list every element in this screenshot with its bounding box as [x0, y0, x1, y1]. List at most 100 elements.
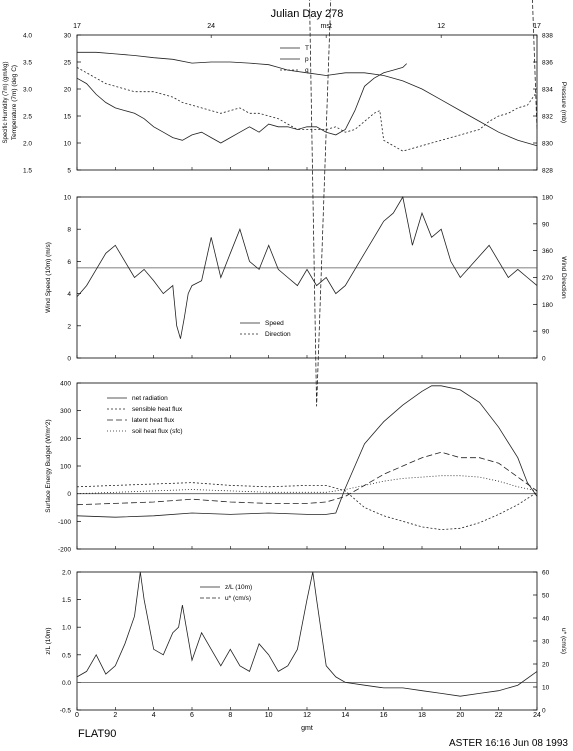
series-t: [76, 63, 407, 144]
legend-label: T: [305, 45, 309, 52]
gmt-axis-ticks: 0 2 4 6 8 10 12 14 16 18 20 22 24: [75, 712, 541, 719]
outer-tick-label: 4.0: [23, 33, 32, 40]
left-tick-label: 4: [67, 291, 71, 298]
legend-label: sensible heat flux: [132, 406, 183, 413]
x-tick-label: 14: [341, 712, 349, 719]
right-tick-label: 830: [542, 141, 553, 148]
left-tick-label: 100: [60, 464, 71, 471]
x-tick-label: 20: [456, 712, 464, 719]
right-axis-label: Pressure (mb): [560, 82, 567, 123]
timestamp-label: ASTER 16:16 Jun 08 1993: [449, 738, 568, 749]
top-tick-label: 17: [533, 23, 541, 30]
right-tick-label: 180: [542, 302, 553, 309]
right-axis-label: Wind Direction: [560, 256, 567, 299]
x-tick-label: 4: [152, 712, 156, 719]
x-tick-label: 0: [75, 712, 79, 719]
left-tick-label: 8: [67, 227, 71, 234]
left-tick-label: 0: [67, 356, 71, 363]
left-tick-label: -200: [58, 547, 71, 554]
series-net-radiation: [76, 385, 538, 518]
right-tick-label: 50: [542, 593, 550, 600]
legend-label: Direction: [265, 331, 291, 338]
figure-title: Julian Day 278: [271, 8, 344, 20]
left-axis-label: z/L (10m): [45, 627, 52, 654]
series-q: [76, 67, 538, 152]
right-tick-label: 828: [542, 168, 553, 175]
outer-tick-label: 3.0: [23, 87, 32, 94]
series-latent-heat-flux: [76, 451, 538, 506]
right-tick-label: 90: [542, 221, 550, 228]
outer-tick-label: 3.5: [23, 60, 32, 67]
left-tick-label: 1.5: [62, 597, 71, 604]
outer-axis-label: Specific Humidity (7m) (gm/kg): [3, 61, 9, 143]
right-tick-label: 832: [542, 114, 553, 121]
panel-2: 0 2 4 6 8 10 Wind Speed (10m) (m/s) 0 90 180 270 36…: [45, 195, 567, 363]
legend-label: Speed: [265, 320, 284, 327]
right-tick-label: 0: [542, 356, 546, 363]
right-tick-label: 0: [542, 708, 546, 715]
left-tick-label: 10: [64, 195, 72, 202]
outer-tick-label: 1.5: [23, 168, 32, 175]
left-tick-label: 20: [64, 87, 72, 94]
left-tick-label: 6: [67, 259, 71, 266]
x-tick-label: 10: [265, 712, 273, 719]
panel-1: 5 10 15 20 25 30 Temperature (7m) (deg C) 1.5 2.…: [3, 33, 567, 175]
x-tick-label: 8: [228, 712, 232, 719]
top-tick-label: 24: [207, 23, 215, 30]
x-tick-label: 2: [113, 712, 117, 719]
legend-label: q: [305, 67, 309, 74]
left-tick-label: 0.5: [62, 652, 71, 659]
panel-frame: [76, 571, 538, 711]
x-tick-label: 12: [303, 712, 311, 719]
top-tick-label: 12: [437, 23, 445, 30]
right-tick-label: 10: [542, 685, 550, 692]
left-tick-label: 30: [64, 33, 72, 40]
right-tick-label: 834: [542, 87, 553, 94]
series-speed: [76, 195, 538, 339]
left-axis-label: Temperature (7m) (deg C): [11, 65, 18, 140]
outer-tick-label: 2.0: [23, 141, 32, 148]
right-tick-label: 836: [542, 60, 553, 67]
left-tick-label: 2.0: [62, 570, 71, 577]
legend-label: soil heat flux (sfc): [132, 428, 183, 435]
right-tick-label: 90: [542, 329, 550, 336]
legend-label: u* (cm/s): [225, 595, 251, 602]
left-tick-label: 5: [67, 168, 71, 175]
x-tick-label: 18: [418, 712, 426, 719]
series-soil-heat-flux-sfc-: [76, 475, 538, 495]
right-tick-label: 270: [542, 275, 553, 282]
left-tick-label: 300: [60, 408, 71, 415]
right-tick-label: 20: [542, 662, 550, 669]
left-tick-label: 10: [64, 141, 72, 148]
left-tick-label: 25: [64, 60, 72, 67]
outer-tick-label: 2.5: [23, 114, 32, 121]
x-tick-label: 6: [190, 712, 194, 719]
station-label: FLAT90: [78, 728, 116, 740]
right-tick-label: 838: [542, 33, 553, 40]
left-tick-label: 2: [67, 323, 71, 330]
right-tick-label: 30: [542, 639, 550, 646]
mst-axis-ticks: 17 24 mst 12 17: [73, 23, 541, 38]
left-tick-label: 0.0: [62, 680, 71, 687]
top-tick-label: mst: [321, 23, 332, 30]
left-tick-label: 1.0: [62, 625, 71, 632]
left-tick-label: 15: [64, 114, 72, 121]
right-tick-label: 40: [542, 616, 550, 623]
panel-4: -0.50.00.51.01.52.0z/L (10m)010203040506…: [45, 0, 567, 715]
top-tick-label: 17: [73, 23, 81, 30]
left-axis-label: Surface Energy Budget (W/m^2): [45, 419, 52, 512]
left-axis-label: Wind Speed (10m) (m/s): [45, 242, 52, 313]
left-tick-label: -100: [58, 519, 71, 526]
right-axis-label: u* (cm/s): [560, 628, 567, 654]
series-p: [77, 51, 538, 147]
left-tick-label: 0: [67, 491, 71, 498]
left-tick-label: -0.5: [60, 708, 72, 715]
series-sensible-heat-flux: [76, 482, 538, 531]
panel-3: -200 -100 0 100 200 300 400 Surface Energy Budg…: [45, 381, 538, 554]
panel-frame: [76, 196, 538, 359]
legend-label: net radiation: [132, 395, 168, 402]
left-tick-label: 400: [60, 381, 71, 388]
series-z-l-10m-: [76, 571, 538, 697]
